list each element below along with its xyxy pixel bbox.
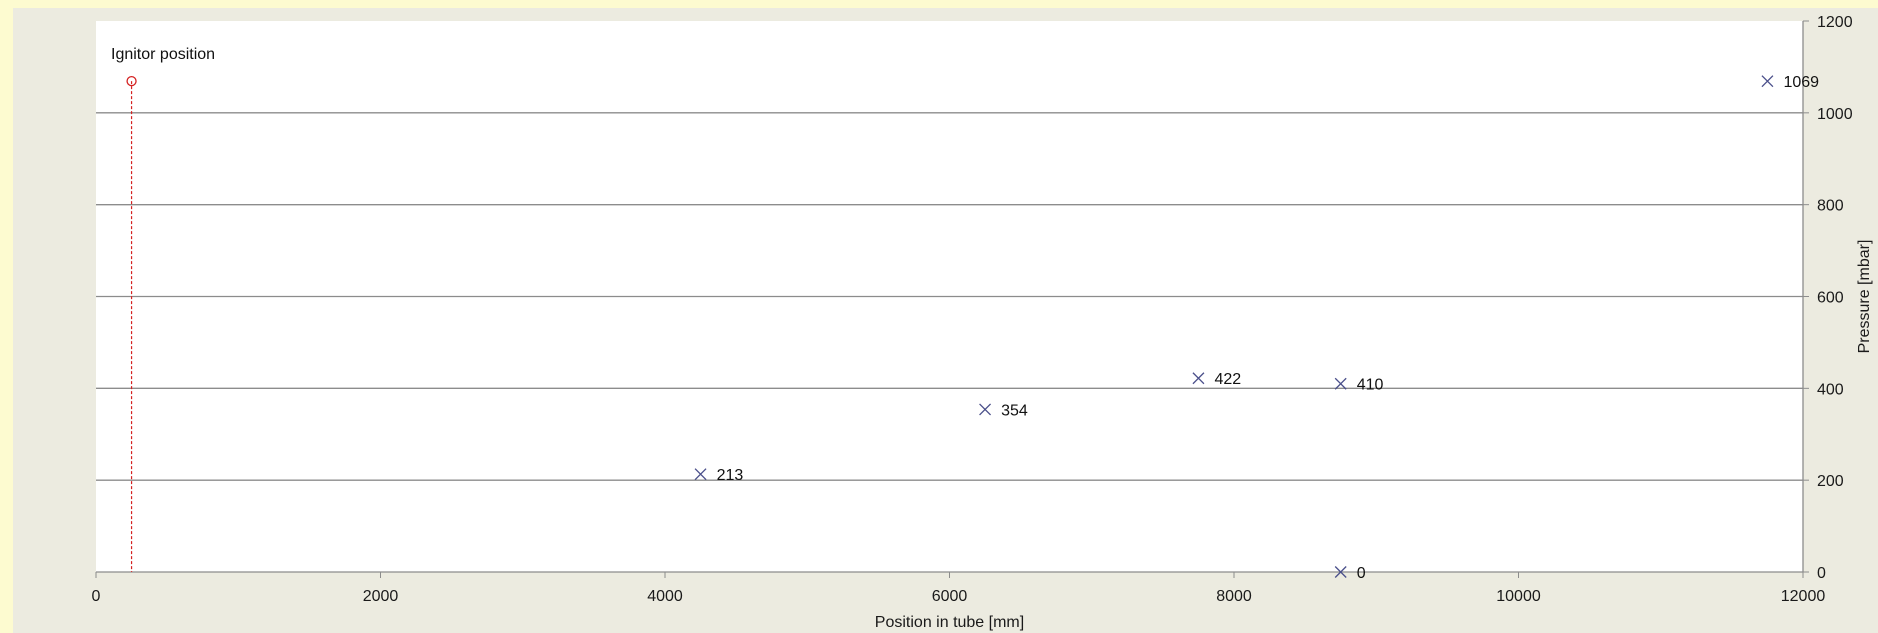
data-point-marker-stroke-2: [1192, 372, 1205, 385]
x-axis-title: Position in tube [mm]: [875, 614, 1024, 631]
data-point-0: 213: [694, 467, 744, 484]
data-point-marker-stroke-5: [1761, 75, 1774, 88]
data-label-0: 213: [717, 467, 744, 484]
data-point-3: 410: [1334, 377, 1384, 394]
y-tick-label-1200: 1200: [1817, 14, 1853, 31]
y-tick-label-1000: 1000: [1817, 106, 1853, 123]
data-label-5: 1069: [1783, 74, 1819, 91]
gridlines: [96, 112, 1803, 481]
y-axis-title: Pressure [mbar]: [1856, 240, 1873, 354]
x-tick-label-10000: 10000: [1496, 588, 1541, 605]
data-points: 213 354 422 410 0 1069: [694, 74, 1819, 582]
y-tick-label-200: 200: [1817, 473, 1844, 490]
ignitor-marker: Ignitor position: [111, 46, 215, 572]
x-tick-label-0: 0: [92, 588, 101, 605]
y-tick-label-0: 0: [1817, 565, 1826, 582]
data-point-marker-stroke-1: [979, 403, 992, 416]
ignitor-circle-marker: [126, 76, 137, 87]
x-tick-label-4000: 4000: [647, 588, 683, 605]
y-tick-label-800: 800: [1817, 198, 1844, 215]
x-tick-label-6000: 6000: [932, 588, 968, 605]
data-point-5: 1069: [1761, 74, 1819, 91]
data-point-marker-stroke-4: [1334, 566, 1347, 578]
data-label-1: 354: [1001, 402, 1028, 419]
data-point-1: 354: [979, 402, 1028, 419]
data-label-2: 422: [1214, 371, 1241, 388]
data-label-4: 0: [1357, 565, 1366, 582]
y-tick-label-400: 400: [1817, 381, 1844, 398]
ignitor-label: Ignitor position: [111, 46, 215, 63]
data-label-3: 410: [1357, 377, 1384, 394]
data-point-2: 422: [1192, 371, 1241, 388]
x-tick-label-8000: 8000: [1216, 588, 1252, 605]
x-tick-label-12000: 12000: [1781, 588, 1826, 605]
x-tick-label-2000: 2000: [363, 588, 399, 605]
data-point-marker-stroke-3: [1334, 377, 1347, 390]
data-point-marker-stroke-0: [694, 468, 707, 481]
data-point-4: 0: [1334, 565, 1366, 582]
y-tick-label-600: 600: [1817, 290, 1844, 307]
